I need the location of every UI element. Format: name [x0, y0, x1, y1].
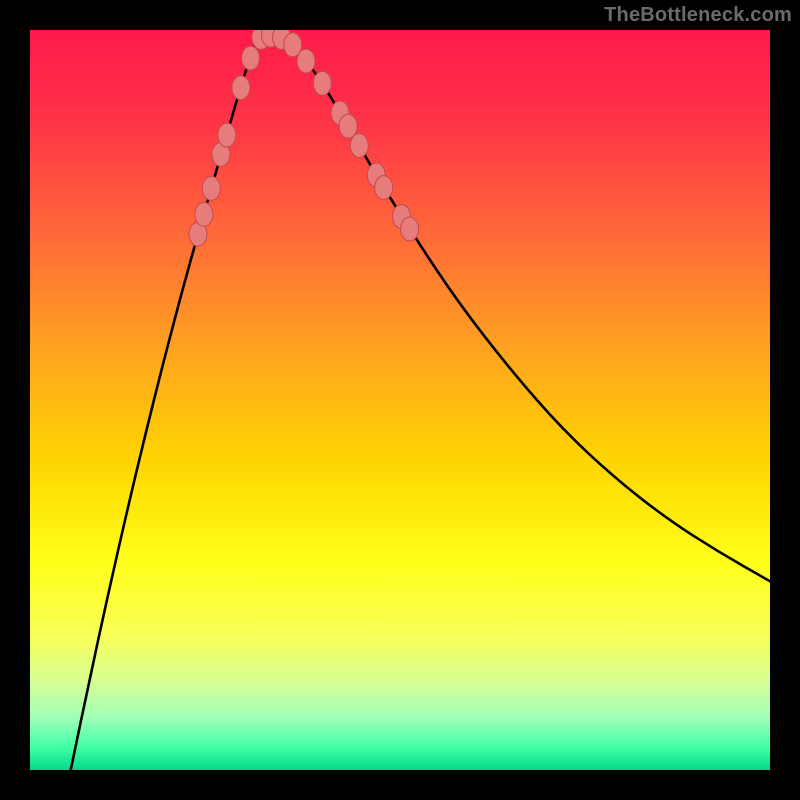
marker-point	[401, 217, 419, 241]
marker-point	[375, 176, 393, 200]
marker-point	[202, 176, 220, 200]
marker-point	[297, 49, 315, 73]
marker-point	[218, 123, 236, 147]
marker-point	[313, 71, 331, 95]
marker-point	[242, 46, 260, 70]
plot-area	[30, 30, 770, 770]
chart-frame: TheBottleneck.com	[0, 0, 800, 800]
marker-point	[350, 133, 368, 157]
watermark-text: TheBottleneck.com	[604, 4, 792, 27]
plot-svg	[30, 30, 770, 770]
marker-point	[232, 76, 250, 100]
plot-background	[30, 30, 770, 770]
marker-point	[195, 202, 213, 226]
marker-point	[339, 114, 357, 138]
